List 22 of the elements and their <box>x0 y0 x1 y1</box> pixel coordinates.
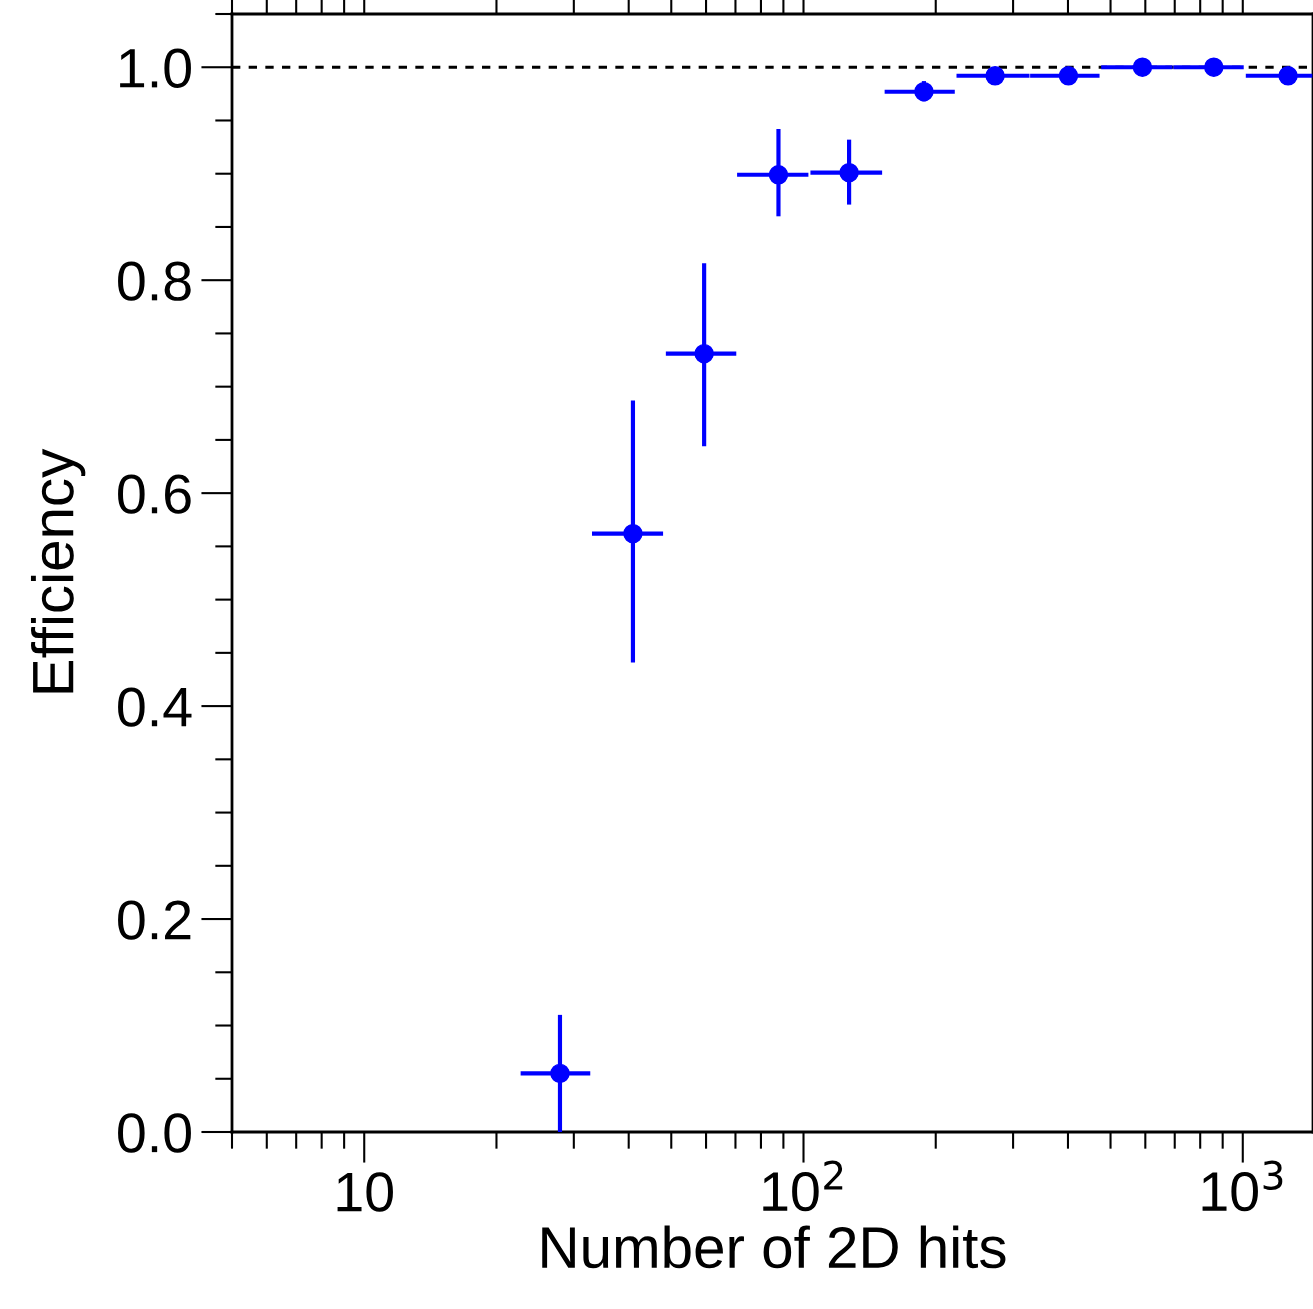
y-axis-title: Efficiency <box>30 448 86 693</box>
x-tick-label: 10$^{2}$ <box>763 1160 843 1212</box>
point <box>550 1063 570 1084</box>
y-tick-label: 1.0 <box>120 48 191 88</box>
y-tick-label: 0.8 <box>118 261 191 301</box>
point <box>1058 66 1079 86</box>
point <box>694 343 714 364</box>
point <box>1278 66 1298 86</box>
y-tick-label: 0.4 <box>118 687 192 727</box>
x-tick-label: 10 <box>337 1172 393 1212</box>
point <box>623 523 643 544</box>
y-tick-label: 0.2 <box>118 900 191 940</box>
point <box>839 162 859 183</box>
x-axis-title: Number of 2D hits <box>542 1225 1006 1269</box>
y-tick-label: 0.0 <box>118 1113 191 1153</box>
x-tick-label: 10$^{3}$ <box>1202 1160 1283 1212</box>
point <box>768 165 789 185</box>
point <box>914 82 934 102</box>
point <box>1204 57 1224 77</box>
y-tick-label: 0.6 <box>118 474 191 514</box>
point <box>1132 57 1153 77</box>
point <box>985 66 1005 86</box>
